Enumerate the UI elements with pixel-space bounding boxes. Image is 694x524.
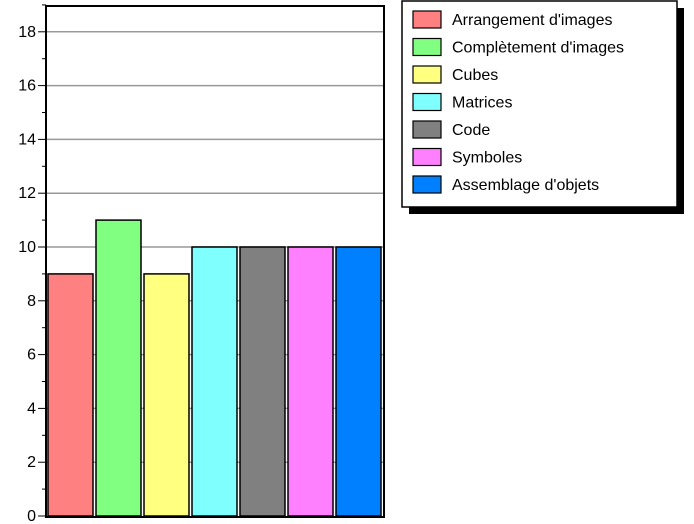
legend-box [401, 0, 678, 208]
y-axis: 0 2 4 6 8 10 12 14 16 18 [18, 4, 46, 524]
legend-swatch [412, 65, 442, 84]
bar [287, 246, 334, 517]
bars [47, 219, 382, 517]
legend-swatch [412, 147, 442, 167]
y-tick-label: 12 [18, 185, 36, 202]
y-tick-label: 16 [18, 78, 36, 95]
bar [47, 273, 94, 517]
legend-label: Assemblage d'objets [452, 177, 599, 194]
legend: Arrangement d'images Complètement d'image… [401, 0, 684, 214]
legend-swatch [412, 37, 442, 57]
bar [191, 246, 238, 517]
bar [239, 246, 286, 517]
y-tick-label: 0 [27, 508, 36, 524]
bar [335, 246, 382, 517]
y-tick-label: 10 [18, 239, 36, 256]
bar [143, 273, 190, 517]
bar [95, 219, 142, 517]
legend-label: Code [452, 122, 490, 139]
y-tick-label: 2 [27, 454, 36, 471]
legend-label: Symboles [452, 150, 522, 167]
y-tick-label: 14 [18, 131, 36, 148]
plot-area-frame [45, 5, 385, 518]
legend-swatch [412, 92, 442, 112]
legend-swatch [412, 10, 442, 29]
y-tick-label: 8 [27, 293, 36, 310]
legend-label: Arrangement d'images [452, 12, 612, 29]
y-tick-label: 6 [27, 347, 36, 364]
legend-swatch [412, 120, 442, 139]
y-tick-label: 18 [18, 24, 36, 41]
y-tick-label: 4 [27, 400, 36, 417]
legend-label: Cubes [452, 67, 498, 84]
legend-label: Complètement d'images [452, 40, 624, 57]
legend-label: Matrices [452, 95, 512, 112]
legend-swatch [412, 175, 442, 194]
